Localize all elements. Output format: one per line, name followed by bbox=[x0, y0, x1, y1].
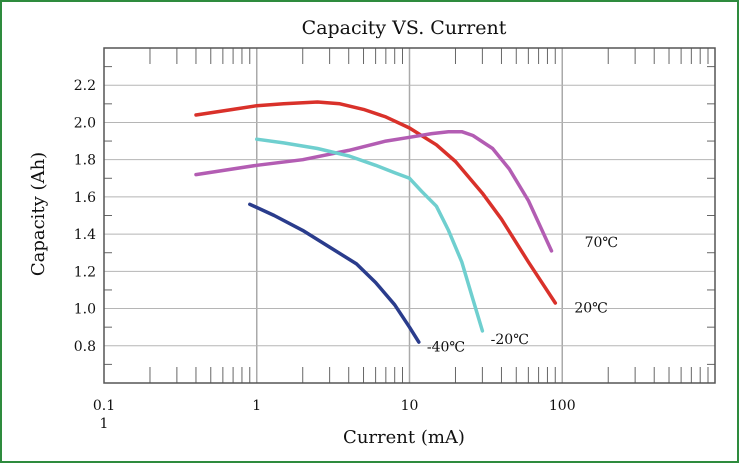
minor-ticks bbox=[104, 48, 715, 383]
x-tick-labels: 0.1 1 10 100 bbox=[93, 398, 576, 414]
series-label: 70℃ bbox=[585, 235, 618, 251]
x-tick-label: 0.1 bbox=[93, 398, 115, 414]
series-label: -20℃ bbox=[491, 332, 529, 348]
y-tick-label: 2.0 bbox=[74, 115, 96, 131]
y-tick-label: 1.4 bbox=[74, 227, 96, 243]
x-tick-label: 1 bbox=[252, 398, 261, 414]
y-tick-label: 1.6 bbox=[74, 190, 96, 206]
y-tick-labels: 0.8 1.0 1.2 1.4 1.6 1.8 2.0 2.2 bbox=[74, 78, 96, 355]
y-axis-label: Capacity (Ah) bbox=[28, 152, 49, 276]
y-tick-label: 2.2 bbox=[74, 78, 96, 94]
grid bbox=[104, 48, 715, 383]
x-axis-label: Current (mA) bbox=[343, 427, 465, 448]
y-tick-label: 1.2 bbox=[74, 264, 96, 280]
series-line bbox=[255, 137, 485, 333]
x-extra-label: 1 bbox=[100, 416, 109, 432]
series-labels: 70℃ 20℃ -20℃ -40℃ bbox=[427, 235, 618, 355]
x-tick-label: 10 bbox=[401, 398, 419, 414]
y-tick-label: 1.8 bbox=[74, 153, 96, 169]
series-line bbox=[194, 129, 554, 253]
y-tick-label: 1.0 bbox=[74, 302, 96, 318]
series-label: -40℃ bbox=[427, 339, 465, 355]
x-tick-label: 100 bbox=[549, 398, 576, 414]
y-tick-label: 0.8 bbox=[74, 339, 96, 355]
plot-area-border bbox=[103, 47, 716, 384]
series-line bbox=[194, 100, 558, 305]
chart-title: Capacity VS. Current bbox=[302, 17, 507, 39]
series-line bbox=[248, 202, 421, 344]
series-label: 20℃ bbox=[574, 300, 607, 316]
series-layer bbox=[194, 100, 558, 344]
